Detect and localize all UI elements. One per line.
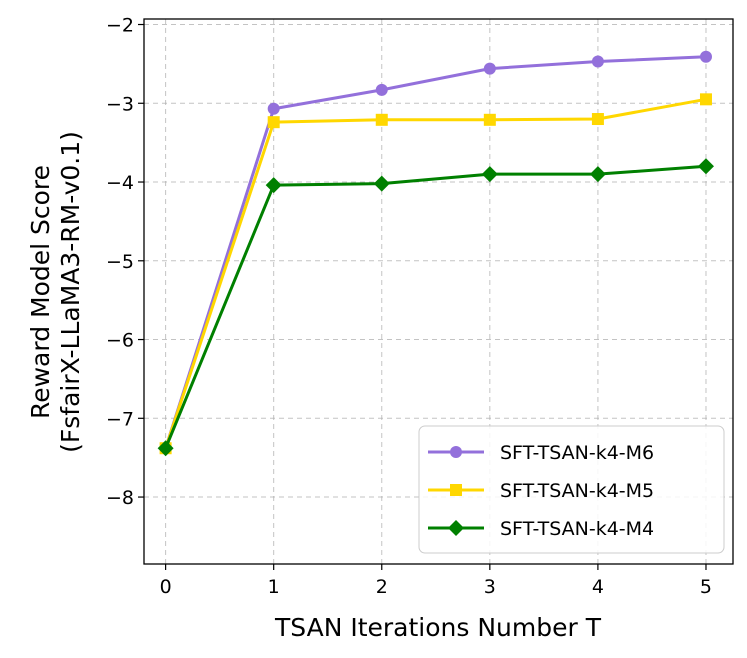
series-SFT-TSAN-k4-M4 xyxy=(157,158,714,457)
x-tick-label: 5 xyxy=(700,576,712,598)
y-tick-label: −7 xyxy=(106,408,134,430)
data-point xyxy=(591,55,604,68)
x-axis-label: TSAN Iterations Number T xyxy=(274,613,602,642)
data-point xyxy=(699,50,712,63)
x-tick-label: 1 xyxy=(268,576,280,598)
y-tick-label: −5 xyxy=(106,251,134,273)
y-tick-label: −6 xyxy=(106,330,134,352)
data-point xyxy=(375,113,388,126)
y-axis-label-line-1: Reward Model Score xyxy=(26,165,55,419)
legend-item: SFT-TSAN-k4-M6 xyxy=(428,442,654,464)
y-tick-label: −8 xyxy=(106,487,134,509)
series-SFT-TSAN-k4-M5 xyxy=(159,93,712,455)
data-point xyxy=(697,158,714,175)
data-point xyxy=(483,113,496,126)
data-point xyxy=(589,166,606,183)
series-layer xyxy=(157,50,714,457)
legend-label: SFT-TSAN-k4-M6 xyxy=(500,442,654,464)
data-point xyxy=(373,175,390,192)
series-SFT-TSAN-k4-M6 xyxy=(159,50,712,455)
axis-ticks: 0 1 2 3 4 5 −8 −7 −6 −5 −4 −3 −2 xyxy=(106,15,712,598)
legend-marker xyxy=(450,484,462,496)
legend-label: SFT-TSAN-k4-M5 xyxy=(500,480,654,502)
data-point xyxy=(157,440,174,457)
legend-label: SFT-TSAN-k4-M4 xyxy=(500,518,654,540)
data-point xyxy=(267,116,280,129)
series-line xyxy=(164,164,707,449)
y-tick-label: −3 xyxy=(106,93,134,115)
data-point xyxy=(265,177,282,194)
data-point xyxy=(699,93,712,106)
legend-marker xyxy=(450,446,462,458)
series-line xyxy=(164,97,707,449)
data-point xyxy=(591,113,604,126)
data-point xyxy=(375,83,388,96)
x-tick-label: 3 xyxy=(484,576,496,598)
data-point xyxy=(267,102,280,115)
legend-box xyxy=(418,425,725,554)
plot-area-frame xyxy=(143,18,734,565)
x-tick-label: 0 xyxy=(160,576,172,598)
x-tick-label: 2 xyxy=(376,576,388,598)
legend: SFT-TSAN-k4-M6 SFT-TSAN-k4-M5 SFT-TSAN-k4-… xyxy=(418,425,725,554)
series-line xyxy=(164,55,707,449)
data-point xyxy=(483,62,496,75)
data-point xyxy=(481,166,498,183)
legend-item: SFT-TSAN-k4-M4 xyxy=(428,518,654,540)
y-tick-label: −4 xyxy=(106,172,134,194)
y-axis-label-line-2: (FsfairX-LLaMA3-RM-v0.1) xyxy=(56,131,85,453)
legend-item: SFT-TSAN-k4-M5 xyxy=(428,480,654,502)
legend-marker xyxy=(448,520,464,536)
y-tick-label: −2 xyxy=(106,15,134,37)
y-axis-label: Reward Model Score (FsfairX-LLaMA3-RM-v0… xyxy=(26,131,85,453)
x-tick-label: 4 xyxy=(592,576,604,598)
